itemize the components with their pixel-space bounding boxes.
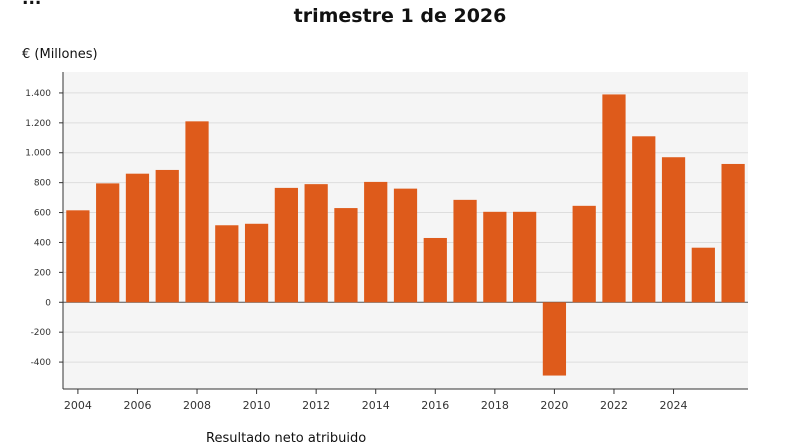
y-tick-label: -200 [31,328,52,338]
x-tick-label: 2024 [660,399,688,412]
bar-2004 [66,210,90,303]
bar-2025 [691,247,715,303]
bar-2015 [393,188,418,303]
y-axis-ticks: -400 -200 0 200 400 600 800 1.000 1.200 1.400 [25,89,63,368]
x-tick-label: 2012 [302,399,330,412]
bar-2005 [96,183,120,303]
bar-2012 [304,184,328,303]
x-tick-label: 2004 [64,399,92,412]
x-tick-label: 2022 [600,399,628,412]
chart-title-line-1: ... [22,0,41,9]
x-tick-label: 2010 [243,399,271,412]
x-tick-label: 2018 [481,399,509,412]
bar-2008 [185,121,209,303]
bar-2011 [274,187,298,303]
bar-2007 [155,169,179,303]
bar-2020 [542,302,567,376]
x-tick-label: 2020 [540,399,568,412]
x-axis-ticks: 2004 2006 2008 2010 2012 2014 2016 2018 2020 2022… [64,389,688,412]
bar-2021 [572,205,596,303]
bar-2017 [453,199,477,303]
bars [66,94,745,376]
x-tick-label: 2006 [123,399,151,412]
x-tick-label: 2014 [362,399,390,412]
x-tick-label: 2016 [421,399,449,412]
legend-series-label: Resultado neto atribuido [206,431,367,446]
bar-2006 [125,173,150,303]
axes [62,72,748,390]
bar-2019 [513,211,537,303]
y-tick-label: -400 [31,358,52,368]
chart-title: trimestre 1 de 2026 [293,5,507,27]
bar-2023 [632,136,656,303]
y-tick-label: 200 [34,268,51,278]
y-tick-label: 800 [34,179,51,189]
bar-2018 [483,211,507,303]
bar-2010 [244,223,269,303]
bar-2014 [364,181,388,303]
x-tick-label: 2008 [183,399,211,412]
bar-2022 [602,94,626,303]
bar-2016 [423,237,447,303]
y-tick-label: 1.400 [25,89,51,99]
bar-2013 [334,208,358,303]
y-tick-label: 1.200 [25,119,51,129]
y-tick-label: 400 [34,238,51,248]
y-tick-label: 1.000 [25,149,51,159]
y-tick-label: 0 [45,298,51,308]
bar-2026 [721,163,745,303]
y-tick-label: 600 [34,209,51,219]
bar-2009 [215,225,239,303]
bar-2024 [661,157,686,303]
y-axis-unit-label: € (Millones) [22,47,98,62]
